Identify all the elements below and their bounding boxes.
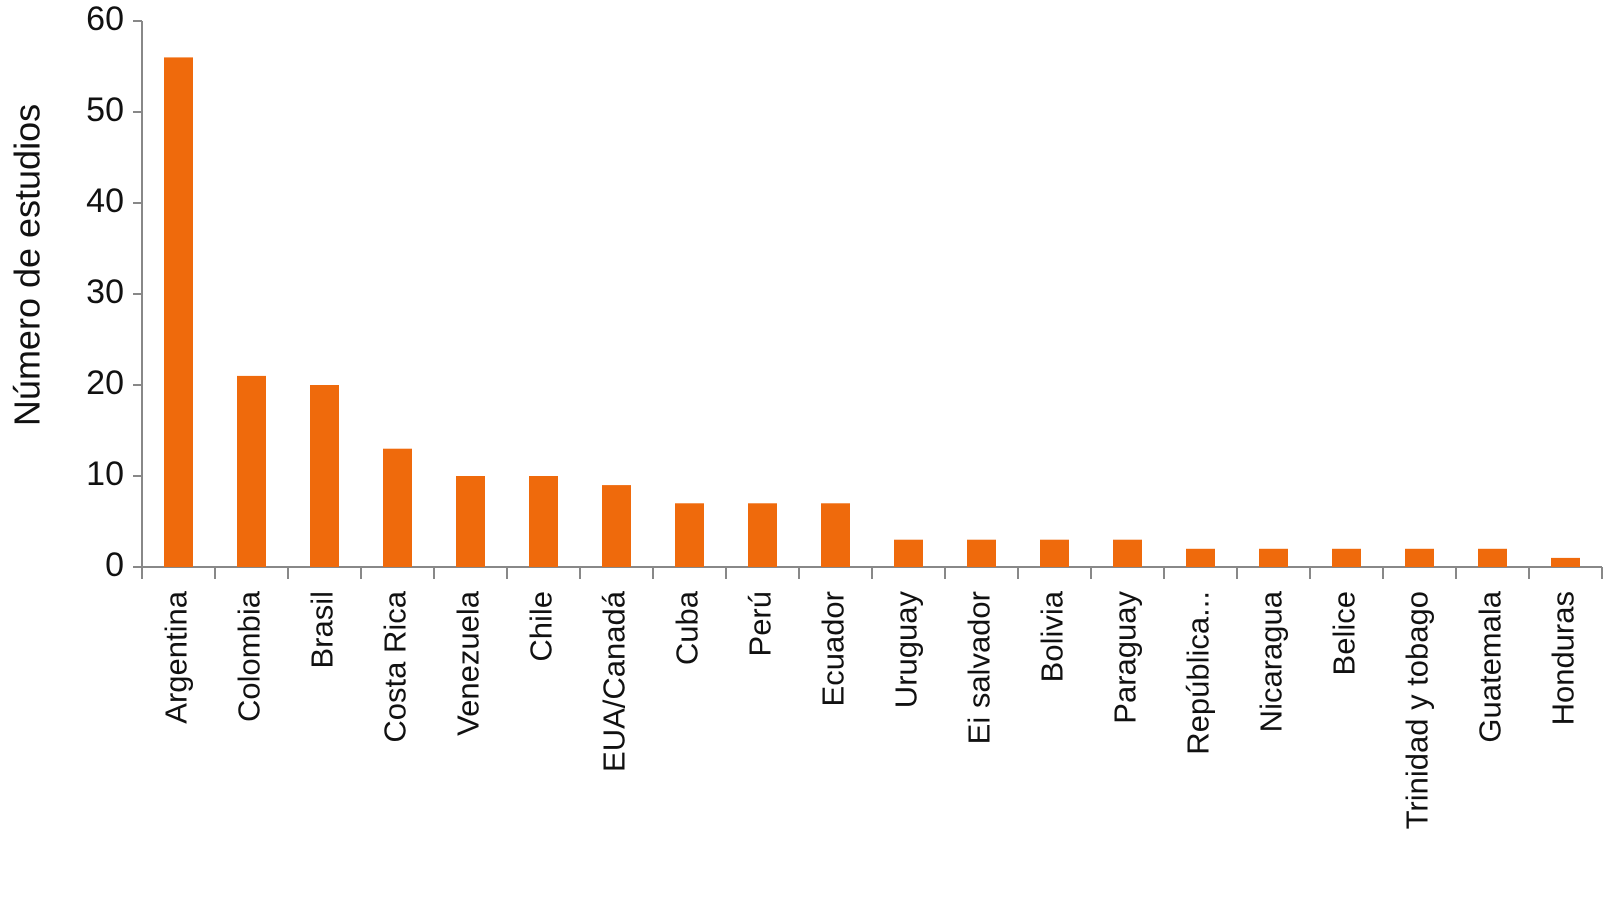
x-tick-label: Colombia <box>232 590 267 722</box>
y-tick-label: 40 <box>86 182 124 220</box>
x-tick-label: Cuba <box>670 590 705 665</box>
x-tick-label: Guatemala <box>1473 590 1508 742</box>
x-tick-label: República... <box>1181 591 1216 755</box>
bar <box>894 539 923 567</box>
bar <box>237 375 266 567</box>
x-tick-label: Nicaragua <box>1254 590 1289 732</box>
bar <box>821 503 850 567</box>
x-tick-label: Chile <box>524 591 559 662</box>
bar <box>383 448 412 567</box>
x-tick-label: Costa Rica <box>378 590 413 742</box>
x-tick-label: EUA/Canadá <box>597 590 632 772</box>
x-tick-label: Paraguay <box>1108 591 1143 724</box>
y-tick-label: 60 <box>86 0 124 38</box>
bar <box>310 385 339 567</box>
bar <box>1551 557 1580 567</box>
bar <box>1405 548 1434 567</box>
bar <box>1186 548 1215 567</box>
bar <box>1259 548 1288 567</box>
bar <box>529 476 558 567</box>
bar <box>1040 539 1069 567</box>
y-tick-label: 30 <box>86 273 124 311</box>
x-tick-label: Ecuador <box>816 591 851 706</box>
x-tick-label: Ei salvador <box>962 591 997 744</box>
bar <box>164 57 193 568</box>
bar <box>1113 539 1142 567</box>
bar <box>675 503 704 567</box>
x-tick-label: Trinidad y tobago <box>1400 591 1435 829</box>
x-tick-label: Uruguay <box>889 591 924 709</box>
y-tick-label: 0 <box>105 546 124 584</box>
y-tick-label: 20 <box>86 364 124 402</box>
bar <box>1332 548 1361 567</box>
x-tick-label: Venezuela <box>451 590 486 736</box>
bar <box>456 476 485 567</box>
bar <box>1478 548 1507 567</box>
bar <box>967 539 996 567</box>
bar <box>602 485 631 567</box>
x-tick-label: Bolivia <box>1035 590 1070 682</box>
x-tick-label: Honduras <box>1546 591 1581 725</box>
bar <box>748 503 777 567</box>
x-tick-label: Perú <box>743 591 778 656</box>
y-axis-title: Número de estudios <box>7 104 48 426</box>
x-tick-label: Brasil <box>305 591 340 669</box>
y-tick-label: 50 <box>86 91 124 129</box>
x-tick-label: Argentina <box>159 590 194 723</box>
y-tick-label: 10 <box>86 455 124 493</box>
x-tick-label: Belice <box>1327 591 1362 675</box>
